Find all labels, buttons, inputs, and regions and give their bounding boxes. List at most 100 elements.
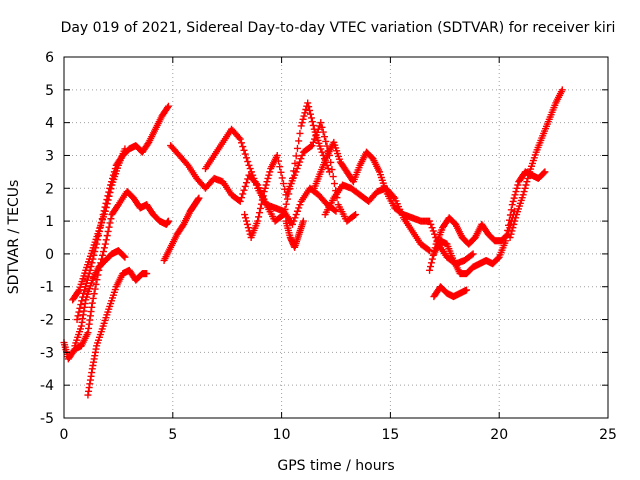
data-point bbox=[103, 232, 111, 240]
data-point bbox=[236, 135, 244, 143]
data-point bbox=[81, 283, 89, 291]
data-point bbox=[244, 158, 252, 166]
data-point bbox=[235, 134, 243, 142]
data-point bbox=[106, 184, 114, 192]
data-point bbox=[513, 184, 521, 192]
data-point bbox=[96, 223, 104, 231]
data-point bbox=[241, 211, 249, 219]
data-point bbox=[237, 139, 245, 147]
data-point bbox=[541, 168, 549, 176]
data-point bbox=[509, 197, 517, 205]
data-point bbox=[81, 286, 89, 294]
data-point bbox=[280, 211, 288, 219]
data-point bbox=[317, 145, 325, 153]
data-point bbox=[241, 182, 249, 190]
y-tick-label: 2 bbox=[45, 181, 54, 197]
data-point bbox=[308, 118, 316, 126]
data-point bbox=[256, 204, 264, 212]
series-arc-8 bbox=[201, 99, 333, 225]
data-point bbox=[264, 174, 272, 182]
data-point bbox=[328, 166, 336, 174]
data-point bbox=[247, 168, 255, 176]
data-point bbox=[121, 253, 129, 261]
data-point bbox=[251, 178, 259, 186]
data-point bbox=[428, 224, 436, 232]
data-point bbox=[243, 220, 251, 228]
data-point bbox=[291, 171, 299, 179]
data-point bbox=[250, 174, 258, 182]
data-point bbox=[558, 86, 566, 94]
data-point bbox=[509, 224, 517, 232]
data-point bbox=[320, 133, 328, 141]
data-point bbox=[100, 207, 108, 215]
series-arc-4 bbox=[71, 247, 129, 350]
data-point bbox=[309, 138, 317, 146]
data-point bbox=[306, 106, 314, 114]
y-tick-label: 6 bbox=[45, 50, 54, 66]
data-point bbox=[101, 240, 109, 248]
data-point bbox=[427, 263, 435, 271]
x-tick-label: 10 bbox=[273, 427, 291, 443]
data-point bbox=[512, 188, 520, 196]
data-point bbox=[104, 227, 112, 235]
data-point bbox=[101, 203, 109, 211]
data-point bbox=[293, 144, 301, 152]
data-point bbox=[301, 109, 309, 117]
series-arc-12 bbox=[321, 181, 434, 255]
data-point bbox=[89, 255, 97, 263]
data-point bbox=[508, 227, 516, 235]
data-point bbox=[164, 102, 172, 110]
data-point bbox=[100, 244, 108, 252]
data-point bbox=[260, 188, 268, 196]
data-point bbox=[294, 161, 302, 169]
data-point bbox=[263, 178, 271, 186]
series-arc-11 bbox=[310, 138, 477, 268]
data-point bbox=[292, 152, 300, 160]
data-point bbox=[305, 103, 313, 111]
data-point bbox=[314, 125, 322, 133]
data-point bbox=[105, 223, 113, 231]
y-tick-label: -3 bbox=[40, 345, 54, 361]
data-point bbox=[318, 148, 326, 156]
data-point bbox=[299, 217, 307, 225]
data-point bbox=[104, 192, 112, 200]
plot-frame bbox=[63, 56, 609, 419]
data-point bbox=[95, 232, 103, 240]
data-point bbox=[239, 143, 247, 151]
data-point bbox=[87, 263, 95, 271]
x-tick-label: 15 bbox=[381, 427, 399, 443]
data-point bbox=[293, 207, 301, 215]
data-point bbox=[85, 270, 93, 278]
data-point bbox=[239, 190, 247, 198]
data-point bbox=[540, 169, 548, 177]
series-arc-6 bbox=[160, 194, 203, 264]
data-point bbox=[281, 205, 289, 213]
data-point bbox=[297, 122, 305, 130]
data-point bbox=[426, 217, 434, 225]
data-point bbox=[524, 174, 532, 182]
data-point bbox=[296, 129, 304, 137]
data-point bbox=[258, 196, 266, 204]
data-point bbox=[95, 227, 103, 235]
data-point bbox=[103, 196, 111, 204]
data-point bbox=[429, 227, 437, 235]
data-point bbox=[292, 168, 300, 176]
data-point bbox=[76, 304, 84, 312]
data-point bbox=[254, 217, 262, 225]
data-point bbox=[108, 178, 116, 186]
data-point bbox=[92, 280, 100, 288]
data-point bbox=[352, 211, 360, 219]
data-point bbox=[307, 110, 315, 118]
data-point bbox=[511, 217, 519, 225]
data-point bbox=[86, 266, 94, 274]
data-point bbox=[428, 255, 436, 263]
data-point bbox=[252, 181, 260, 189]
data-point bbox=[520, 188, 528, 196]
data-point bbox=[276, 163, 284, 171]
data-point bbox=[261, 184, 269, 192]
data-point bbox=[84, 273, 92, 281]
data-point bbox=[75, 308, 83, 316]
data-point bbox=[290, 217, 298, 225]
data-point bbox=[262, 181, 270, 189]
data-point bbox=[242, 217, 250, 225]
